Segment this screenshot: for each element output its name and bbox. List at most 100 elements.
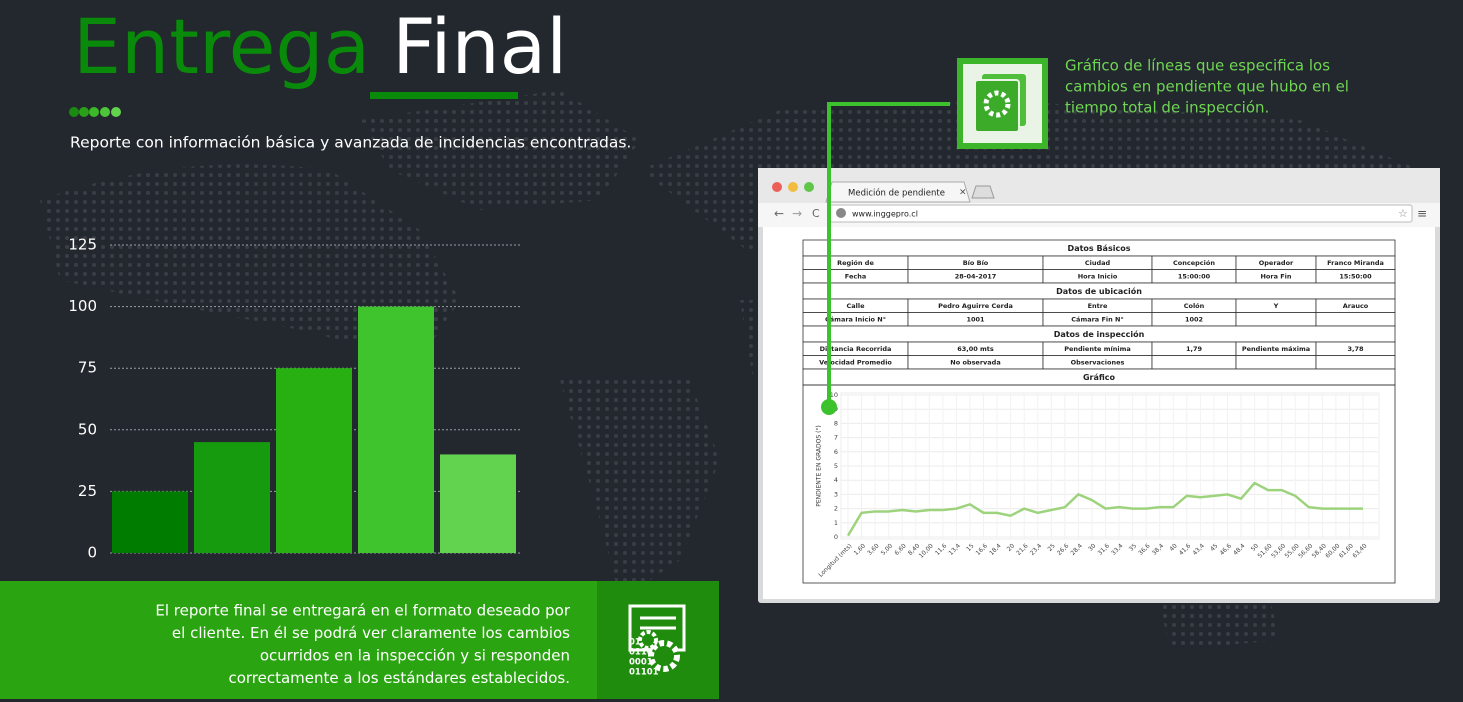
table-cell — [1235, 355, 1317, 370]
cell-text: Pedro Aguirre Cerda — [938, 302, 1013, 310]
footer-text: correctamente a los estándares estableci… — [228, 669, 570, 687]
cell-text: Franco Miranda — [1327, 259, 1384, 267]
y-tick-label: 0 — [87, 544, 97, 562]
bar — [194, 442, 270, 553]
y-axis-label: PENDIENTE EN GRADOS (°) — [816, 425, 823, 507]
cell-text: Fecha — [845, 273, 866, 281]
data-line — [846, 481, 1363, 537]
table-cell — [1315, 312, 1396, 327]
cell-text: Cámara Inicio N° — [825, 316, 886, 324]
forward-button[interactable]: → — [792, 207, 802, 221]
y-tick-label: 0 — [834, 533, 838, 541]
cell-text: 3,78 — [1347, 345, 1364, 353]
y-tick-label: 1 — [834, 519, 838, 527]
back-button[interactable]: ← — [774, 207, 784, 221]
cell-text: Arauco — [1343, 302, 1369, 310]
cell-text: Observaciones — [1071, 359, 1125, 367]
y-tick-label: 7 — [834, 434, 838, 442]
table-cell — [1151, 355, 1237, 370]
callout-icon — [974, 74, 1026, 133]
cell-text: 15:00:00 — [1178, 273, 1211, 281]
x-tick-label: 50 — [1250, 542, 1260, 552]
footer-icon — [628, 604, 686, 672]
y-tick-label: 4 — [834, 476, 838, 484]
x-tick-label: 40 — [1168, 542, 1178, 552]
y-tick-label: 6 — [834, 448, 838, 456]
bar — [440, 454, 516, 553]
tab-close[interactable]: × — [959, 188, 967, 198]
y-tick-label: 125 — [68, 236, 97, 254]
bar — [112, 491, 188, 553]
x-tick-label: 35 — [1128, 542, 1138, 552]
cell-text: Concepción — [1173, 259, 1215, 267]
callout-text: tiempo total de inspección. — [1065, 99, 1269, 117]
x-tick-label: 25 — [1046, 542, 1056, 552]
cell-text: Pendiente mínima — [1064, 345, 1131, 353]
y-tick-label: 50 — [78, 420, 97, 438]
icon-binary: 0110 — [629, 648, 653, 658]
title-white: Final — [392, 2, 567, 91]
cell-text: Región de — [837, 259, 874, 267]
cell-text: Distancia Recorrida — [820, 345, 892, 353]
x-tick-label: 15 — [965, 542, 975, 552]
bar — [358, 306, 434, 553]
site-icon — [836, 208, 846, 218]
bar — [276, 368, 352, 553]
y-tick-label: 5 — [834, 462, 838, 470]
subtitle: Reporte con información básica y avanzad… — [70, 134, 631, 152]
cell-text: Cámara Fin N° — [1071, 316, 1123, 324]
cell-text: Bío Bío — [963, 259, 989, 267]
reload-button[interactable]: C — [812, 207, 820, 220]
cell-text: 1,79 — [1186, 345, 1203, 353]
cell-text: Pendiente máxima — [1242, 345, 1310, 353]
window-minimize[interactable] — [788, 182, 798, 192]
cell-text: 28-04-2017 — [955, 273, 997, 281]
footer-text: el cliente. En él se podrá ver clarament… — [172, 624, 570, 642]
cell-text: 15:50:00 — [1339, 273, 1372, 281]
y-tick-label: 10 — [830, 391, 838, 399]
title-green: Entrega — [73, 2, 370, 91]
cell-text: 1002 — [1185, 316, 1203, 324]
callout-text: Gráfico de líneas que especifica los — [1065, 57, 1330, 75]
icon-binary: 01 — [629, 638, 641, 648]
y-tick-label: 3 — [834, 490, 838, 498]
bookmark-star[interactable]: ☆ — [1398, 207, 1408, 220]
y-tick-label: 100 — [68, 297, 97, 315]
cell-text: No observada — [950, 359, 1000, 367]
cell-text: Operador — [1259, 259, 1294, 267]
cell-text: 1001 — [966, 316, 985, 324]
chart-frame — [802, 384, 1396, 584]
window-maximize[interactable] — [804, 182, 814, 192]
window-close[interactable] — [772, 182, 782, 192]
x-tick-label: 30 — [1087, 542, 1097, 552]
icon-binary: 0001 — [629, 658, 653, 668]
y-tick-label: 2 — [834, 505, 838, 513]
section-title: Datos de inspección — [1054, 329, 1145, 339]
section-title: Datos Básicos — [1068, 244, 1131, 253]
section-title: Datos de ubicación — [1056, 286, 1142, 296]
footer-text: ocurridos en la inspección y si responde… — [260, 647, 570, 665]
new-tab[interactable] — [971, 185, 995, 199]
url: www.inggepro.cl — [852, 210, 918, 219]
footer-text: El reporte final se entregará en el form… — [155, 602, 570, 620]
cell-text: Hora Inicio — [1078, 273, 1118, 281]
y-tick-label: 8 — [834, 419, 838, 427]
x-tick-label: 20 — [1006, 542, 1016, 552]
cell-text: 63,00 mts — [957, 345, 994, 353]
menu-button[interactable]: ≡ — [1417, 207, 1427, 221]
cell-text: Velocidad Promedio — [819, 359, 892, 367]
cell-text: Calle — [846, 302, 865, 310]
connector-dot — [821, 399, 837, 415]
dots-decoration — [69, 107, 121, 117]
title-underline — [370, 92, 518, 99]
cell-text: Ciudad — [1085, 259, 1111, 267]
table-cell — [1235, 312, 1317, 327]
connector-line — [827, 102, 950, 407]
table-cell — [1315, 355, 1396, 370]
x-tick-label: 45 — [1209, 542, 1219, 552]
cell-text: Entre — [1088, 302, 1108, 310]
cell-text: Colón — [1184, 302, 1205, 310]
cell-text: Hora Fin — [1260, 273, 1291, 281]
tab-title: Medición de pendiente — [848, 188, 945, 199]
